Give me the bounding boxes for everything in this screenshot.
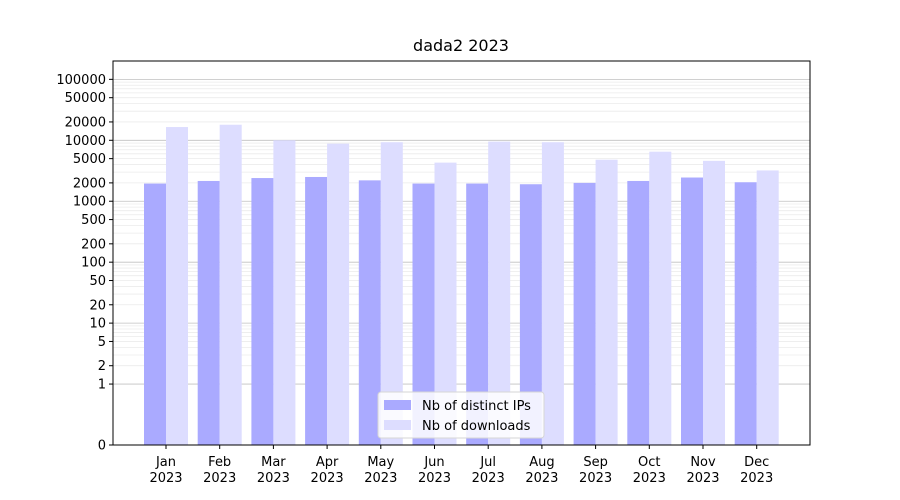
bar (197, 180, 220, 445)
bar (305, 176, 328, 446)
bars (144, 124, 779, 446)
x-tick-label: Mar (261, 455, 286, 470)
y-tick-label: 1 (98, 378, 106, 393)
bar (219, 124, 242, 445)
bar (273, 140, 296, 446)
x-tick-label: 2023 (633, 471, 666, 486)
x-tick-label: Feb (208, 455, 231, 470)
bar (380, 142, 403, 446)
y-tick-label: 0 (98, 439, 106, 454)
bar (649, 151, 672, 445)
bar (573, 182, 596, 446)
bar (734, 182, 757, 445)
x-tick-label: Jun (423, 455, 444, 470)
bar (251, 178, 274, 446)
x-tick-label: Jul (479, 455, 496, 470)
x-tick-label: 2023 (579, 471, 612, 486)
y-tick-label: 500 (81, 213, 106, 228)
bar (681, 177, 703, 445)
x-tick-label: 2023 (311, 471, 344, 486)
y-tick-label: 50000 (65, 91, 106, 106)
y-tick-label: 20000 (65, 115, 106, 130)
x-tick-label: 2023 (686, 471, 719, 486)
x-tick-label: 2023 (525, 471, 558, 486)
y-tick-label: 2000 (73, 176, 106, 191)
legend-label: Nb of distinct IPs (422, 399, 531, 414)
x-tick-label: 2023 (472, 471, 505, 486)
y-tick-label: 100000 (56, 73, 106, 88)
x-tick-label: Jan (155, 455, 176, 470)
y-axis: 0 1 2 5 10 20 50 100 200 500 1000 2000 5000 10000 2000… (56, 73, 113, 454)
y-tick-label: 1000 (73, 195, 106, 210)
x-axis: Jan2023Feb2023Mar2023Apr2023May2023Jun20… (149, 445, 773, 486)
legend-swatch (384, 400, 411, 410)
x-tick-label: 2023 (418, 471, 451, 486)
bar (756, 170, 779, 446)
x-tick-label: 2023 (203, 471, 236, 486)
x-tick-label: 2023 (364, 471, 397, 486)
bar (595, 159, 618, 445)
bar (627, 180, 650, 445)
x-tick-label: Apr (316, 455, 339, 470)
x-tick-label: 2023 (149, 471, 182, 486)
y-tick-label: 100 (81, 256, 106, 271)
y-tick-label: 50 (89, 274, 106, 289)
y-tick-label: 2 (98, 359, 106, 374)
x-tick-label: Aug (529, 455, 554, 470)
bar (466, 183, 489, 445)
x-tick-label: May (367, 455, 394, 470)
x-tick-label: 2023 (257, 471, 290, 486)
y-tick-label: 5 (98, 335, 106, 350)
x-tick-label: Nov (690, 455, 716, 470)
legend-label: Nb of downloads (422, 419, 531, 434)
y-tick-label: 10000 (65, 134, 106, 149)
x-tick-label: Sep (583, 455, 608, 470)
bar (412, 183, 435, 445)
legend: Nb of distinct IPs Nb of downloads (377, 391, 545, 439)
y-tick-label: 200 (81, 237, 106, 252)
bar (519, 184, 542, 445)
x-tick-label: 2023 (740, 471, 773, 486)
bar (703, 160, 725, 445)
x-tick-label: Dec (744, 455, 769, 470)
bar (434, 162, 457, 445)
y-tick-label: 20 (89, 298, 106, 313)
x-tick-label: Oct (638, 455, 660, 470)
legend-box (377, 391, 545, 439)
bar (488, 141, 511, 445)
plot-frame (112, 60, 811, 446)
bar (144, 183, 166, 445)
y-tick-label: 5000 (73, 152, 106, 167)
bar (358, 180, 381, 446)
legend-swatch (384, 420, 411, 430)
bar (166, 127, 188, 446)
y-tick-label: 10 (89, 317, 106, 332)
chart-title: dada2 2023 (413, 36, 509, 55)
bar (541, 142, 564, 446)
bar (327, 143, 350, 446)
